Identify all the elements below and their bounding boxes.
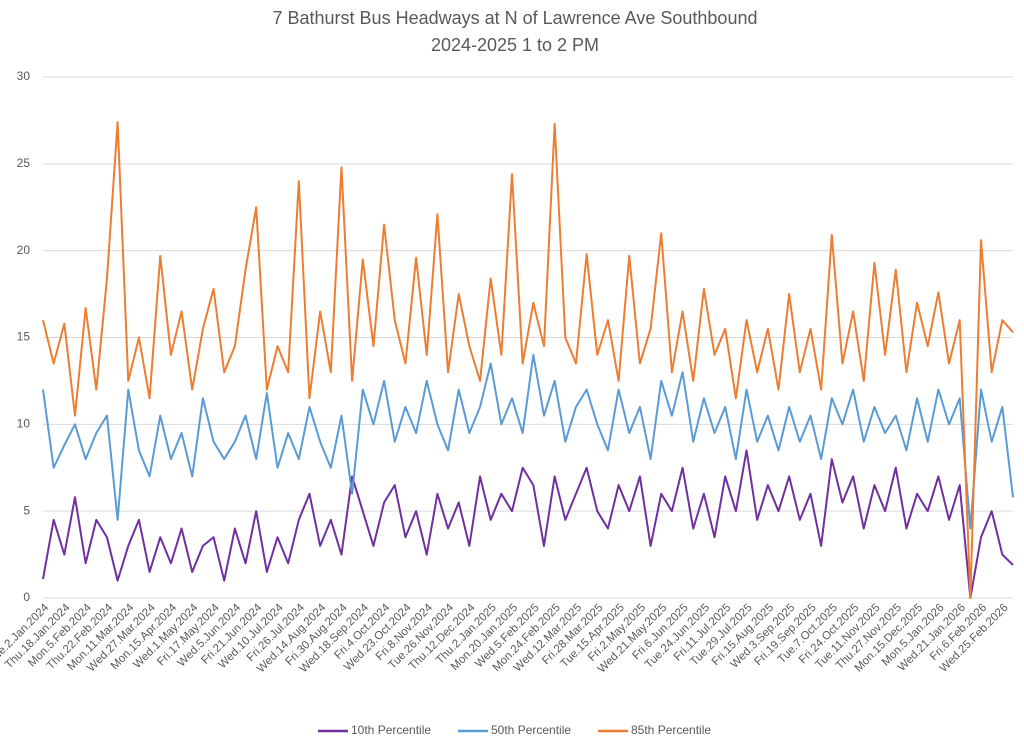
legend-label: 10th Percentile: [351, 723, 431, 737]
series-line: [42, 121, 1014, 599]
y-tick-label: 20: [17, 243, 31, 257]
y-tick-label: 0: [23, 590, 30, 604]
chart-subtitle: 2024-2025 1 to 2 PM: [431, 35, 599, 55]
y-tick-label: 15: [17, 330, 31, 344]
y-tick-label: 10: [17, 417, 31, 431]
y-tick-label: 5: [23, 503, 30, 517]
legend-label: 85th Percentile: [631, 723, 711, 737]
y-tick-label: 30: [17, 69, 31, 83]
chart-title: 7 Bathurst Bus Headways at N of Lawrence…: [273, 8, 758, 28]
series-line: [42, 449, 1014, 599]
y-tick-label: 25: [17, 156, 31, 170]
series-line: [42, 353, 1014, 530]
legend-label: 50th Percentile: [491, 723, 571, 737]
